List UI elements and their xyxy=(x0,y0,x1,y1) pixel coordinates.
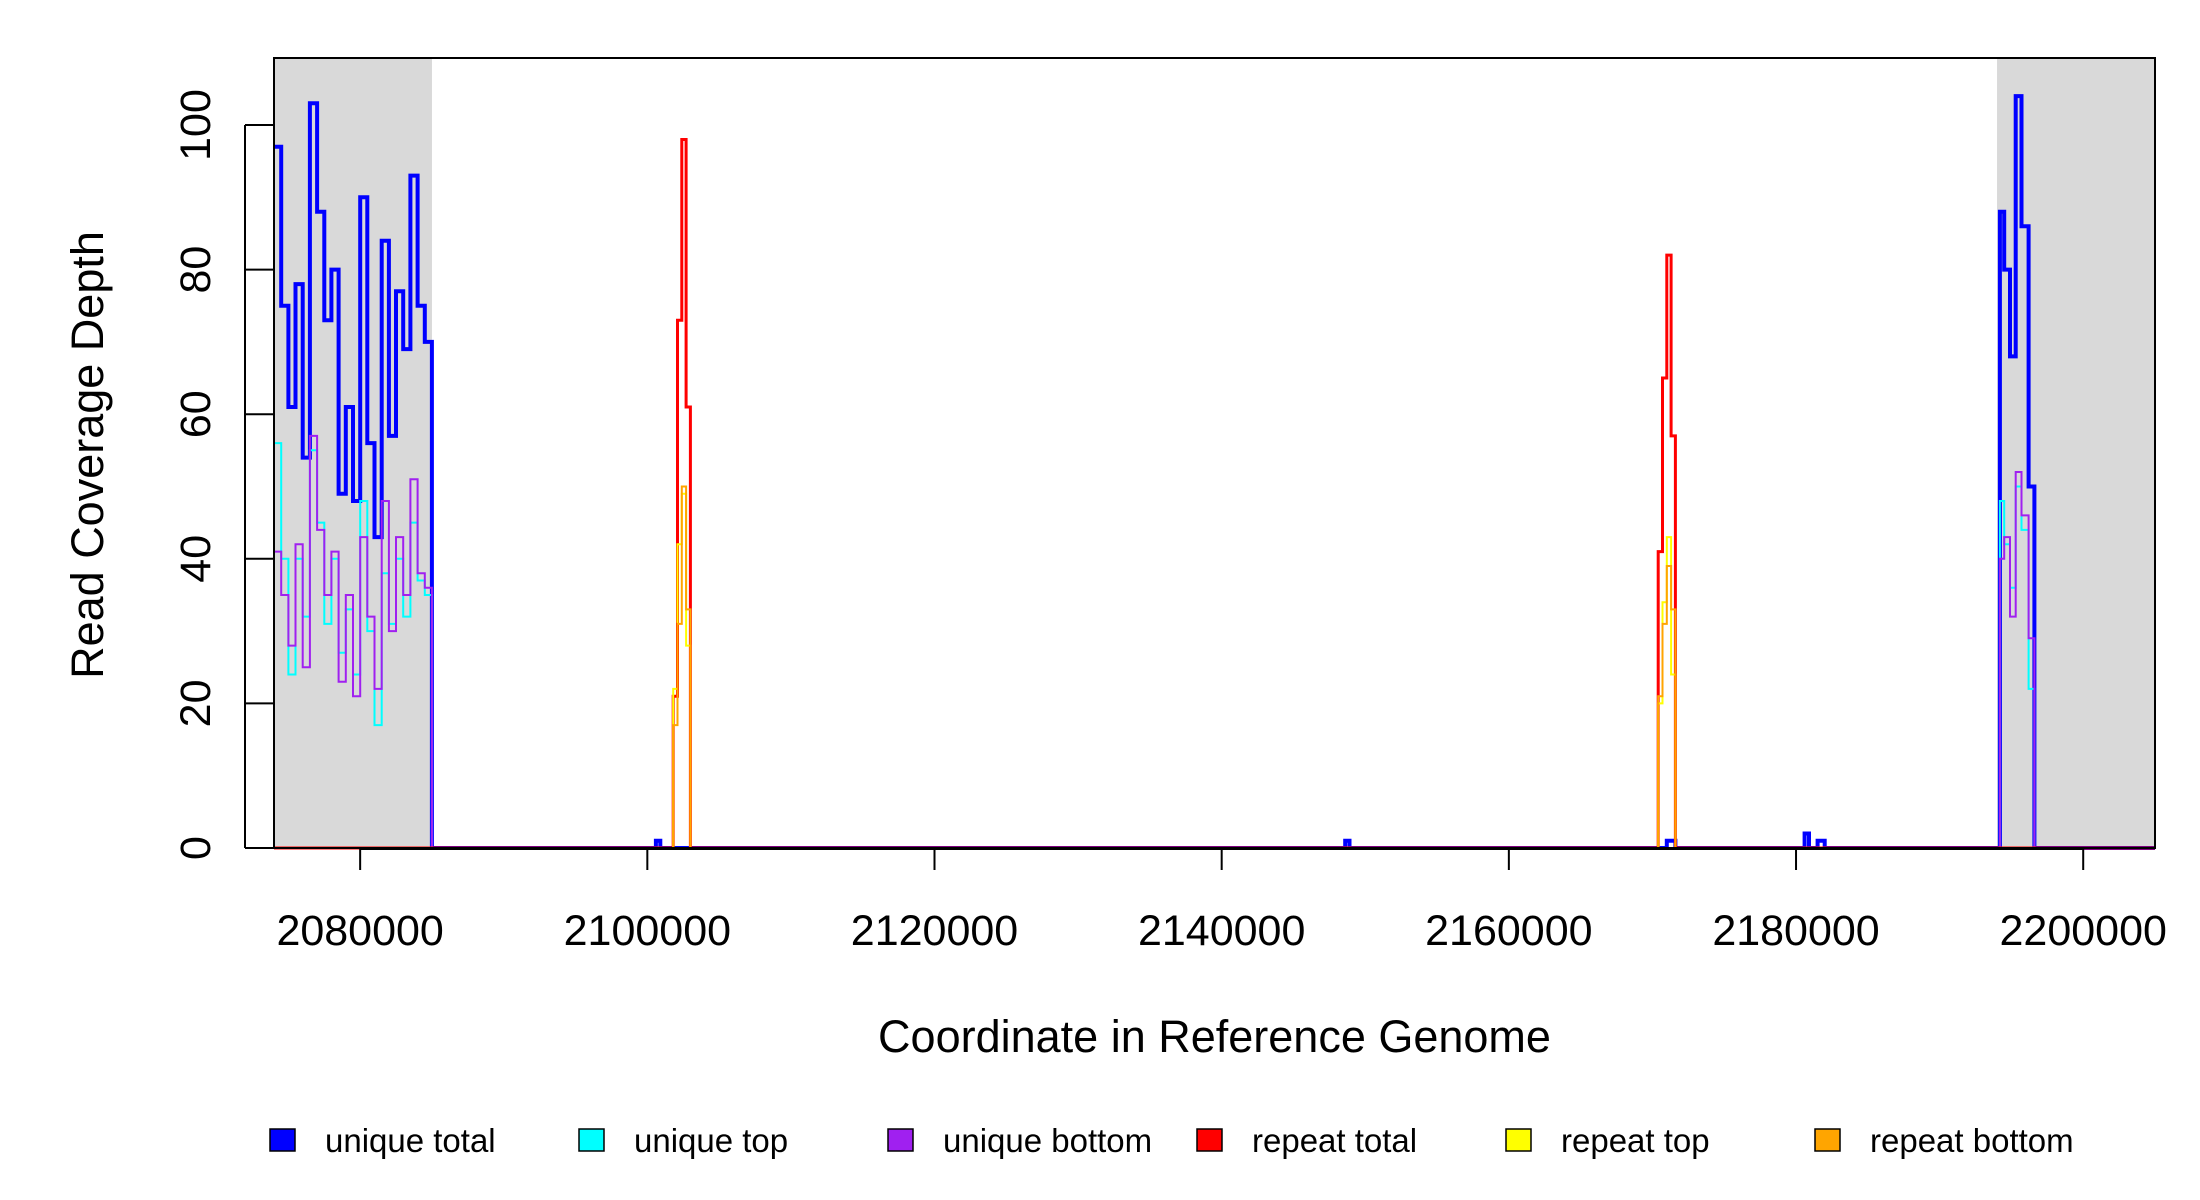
legend-swatch-repeat-bottom xyxy=(1814,1128,1841,1152)
legend-swatch-unique-top xyxy=(578,1128,605,1152)
legend-swatch-repeat-top xyxy=(1505,1128,1532,1152)
legend: unique total unique top unique bottom repea… xyxy=(269,1122,2074,1159)
legend-label-unique-total: unique total xyxy=(325,1122,496,1159)
series-line-repeat-bottom xyxy=(274,485,2155,849)
legend-label-repeat-bottom: repeat bottom xyxy=(1870,1122,2074,1159)
y-tick-label: 40 xyxy=(172,535,220,583)
legend-label-repeat-total: repeat total xyxy=(1252,1122,1417,1159)
y-axis-title: Read Coverage Depth xyxy=(62,231,113,679)
x-tick-label: 2100000 xyxy=(564,907,731,955)
legend-label-unique-bottom: unique bottom xyxy=(943,1122,1152,1159)
shaded-regions xyxy=(274,58,2155,848)
x-tick-label: 2120000 xyxy=(851,907,1018,955)
y-tick-label: 80 xyxy=(172,246,220,294)
y-axis: 0 20 40 60 80 100 xyxy=(172,89,274,860)
x-tick-label: 2140000 xyxy=(1138,907,1305,955)
x-tick-label: 2080000 xyxy=(276,907,443,955)
x-axis: 2080000 2100000 2120000 2140000 2160000 21800… xyxy=(276,848,2167,955)
legend-swatch-unique-bottom xyxy=(887,1128,914,1152)
plot-frame xyxy=(273,57,2156,849)
y-tick-label: 60 xyxy=(172,390,220,438)
x-axis-title: Coordinate in Reference Genome xyxy=(878,1011,1551,1062)
y-tick-label: 100 xyxy=(172,89,220,161)
series-line-unique-top xyxy=(274,442,2155,849)
x-tick-label: 2180000 xyxy=(1712,907,1879,955)
legend-swatch-repeat-total xyxy=(1196,1128,1223,1152)
x-tick-label: 2160000 xyxy=(1425,907,1592,955)
series-line-repeat-total xyxy=(274,138,2155,850)
series-lines xyxy=(274,94,2155,850)
legend-label-repeat-top: repeat top xyxy=(1561,1122,1710,1159)
y-tick-label: 0 xyxy=(172,836,220,860)
series-line-repeat-top xyxy=(274,492,2155,849)
x-tick-label: 2200000 xyxy=(2000,907,2167,955)
series-line-unique-total xyxy=(274,94,2155,850)
y-tick-label: 20 xyxy=(172,679,220,727)
series-line-unique-bottom xyxy=(274,434,2155,849)
legend-label-unique-top: unique top xyxy=(634,1122,788,1159)
legend-swatch-unique-total xyxy=(269,1128,296,1152)
